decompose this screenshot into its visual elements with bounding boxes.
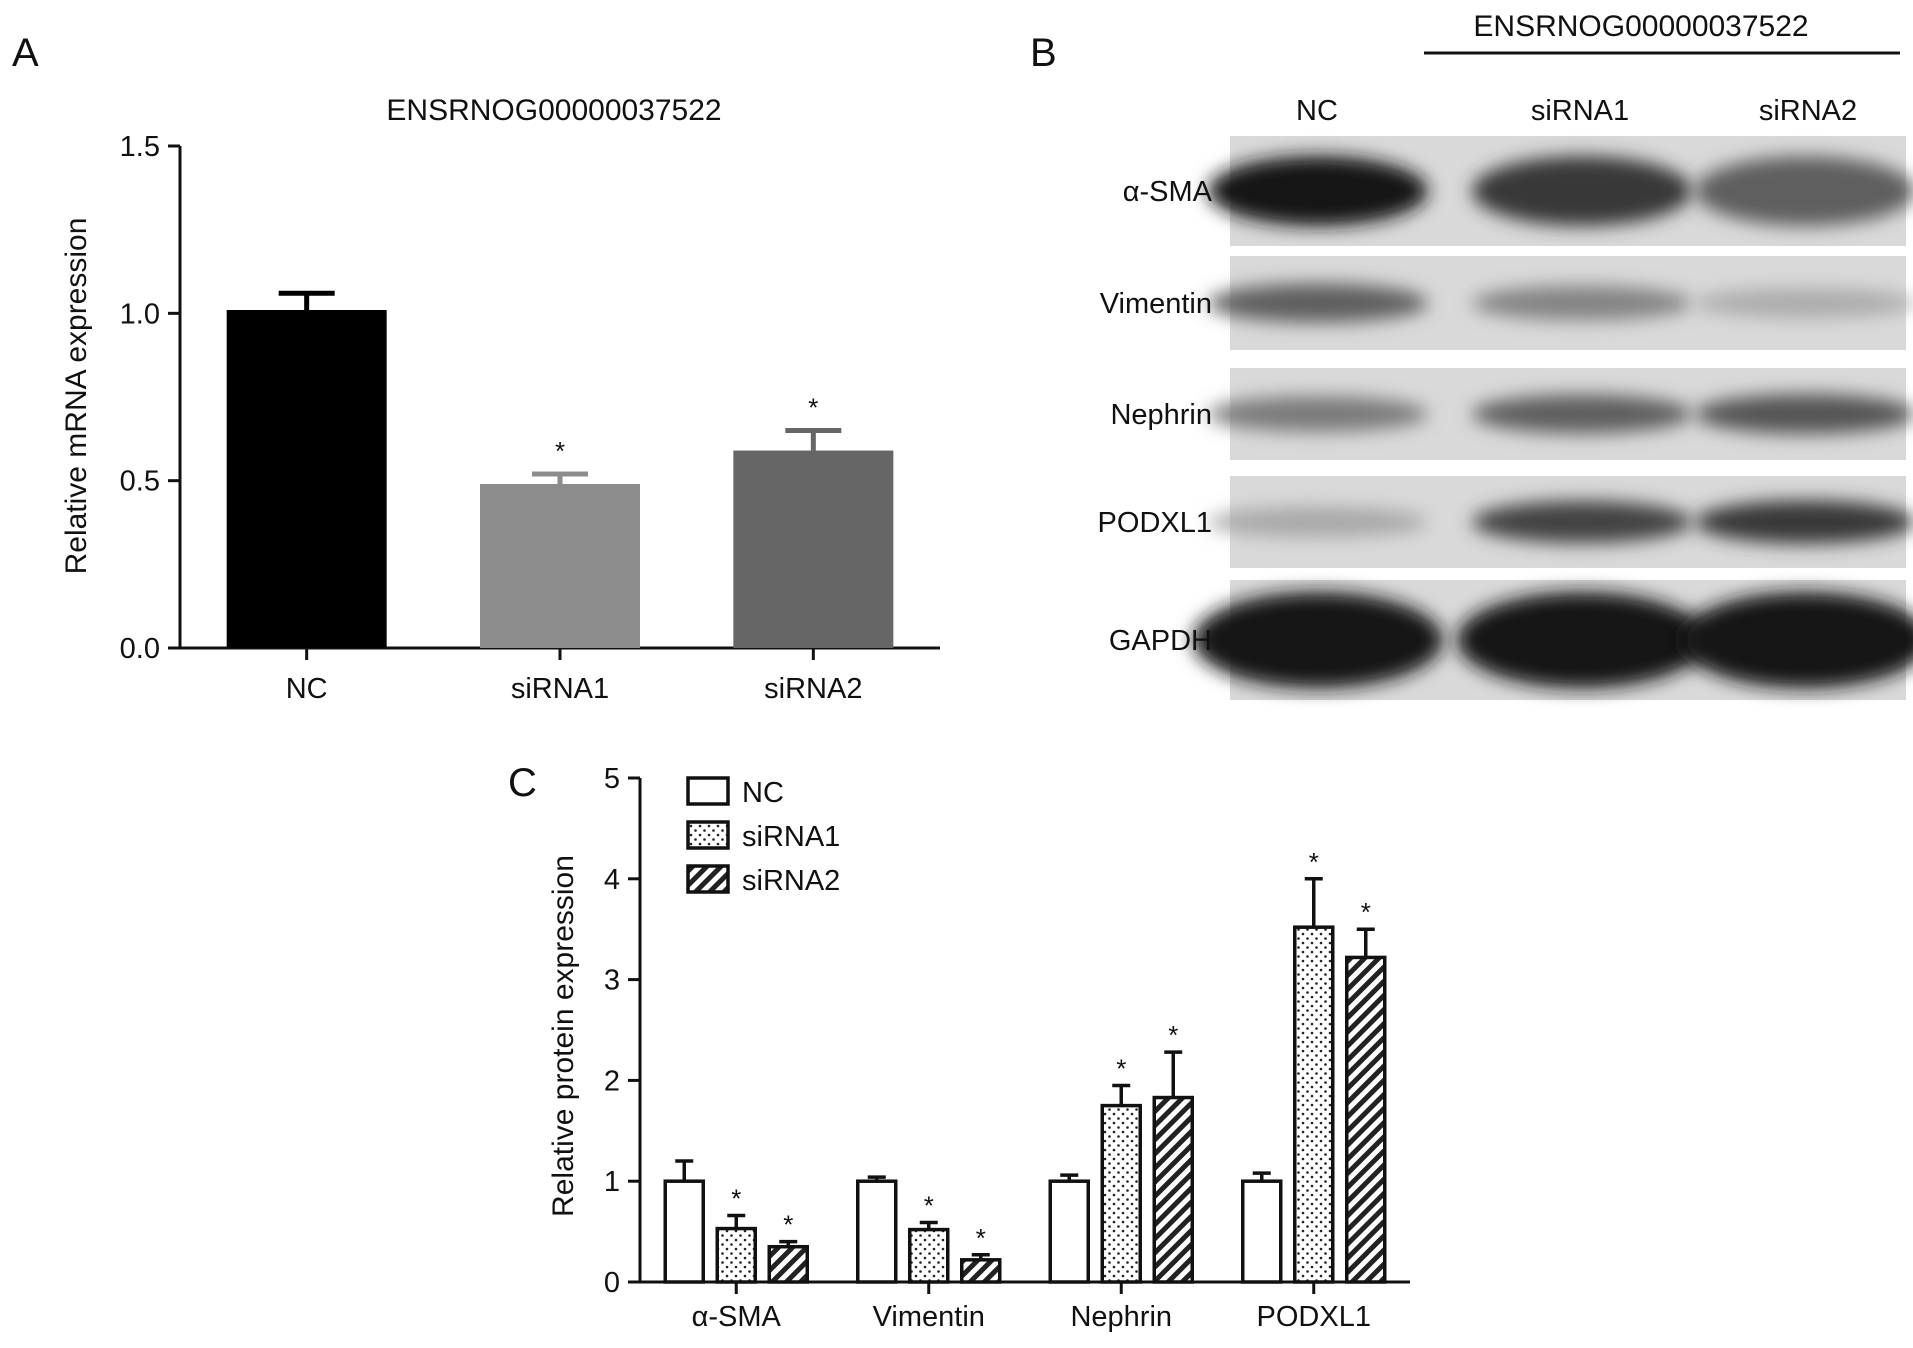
- blot-band: [1695, 156, 1913, 226]
- chart-c-significance: *: [1168, 1020, 1178, 1050]
- chart-a-bar: [733, 450, 894, 648]
- western-blot: ENSRNOG00000037522 NC siRNA1 siRNA2 α-SMA Vi…: [1098, 10, 1913, 700]
- chart-c-ytick-label: 0: [604, 1267, 620, 1299]
- chart-a-category-label: NC: [286, 673, 328, 705]
- chart-c-ytick-label: 1: [604, 1166, 620, 1198]
- blot-band: [1193, 592, 1443, 688]
- chart-c-legend-label: siRNA1: [742, 821, 840, 853]
- chart-c-bar: [856, 1179, 898, 1284]
- blot-band: [1695, 288, 1913, 318]
- chart-c-ytick-label: 3: [604, 965, 620, 997]
- chart-c-bar: [1293, 925, 1335, 1284]
- chart-a-ytick-label: 0.5: [120, 466, 160, 498]
- blot-band: [1208, 506, 1428, 538]
- chart-c-ytick-label: 2: [604, 1065, 620, 1097]
- chart-c-bar: [908, 1227, 950, 1284]
- chart-c: Relative protein expression 0 1 2 3 4 5 * * α-SM…: [547, 763, 1410, 1333]
- panel-letter-c: C: [508, 761, 537, 805]
- chart-a-category-label: siRNA2: [764, 673, 862, 705]
- blot-lane-label: NC: [1296, 95, 1338, 127]
- blot-lane-label: siRNA1: [1531, 95, 1629, 127]
- chart-a-ytick-label: 1.5: [120, 131, 160, 163]
- chart-c-legend-swatch: [686, 864, 730, 894]
- blot-band: [1457, 592, 1707, 688]
- chart-c-significance: *: [1361, 897, 1371, 927]
- chart-c-bar: [1241, 1179, 1283, 1284]
- chart-c-legend-label: siRNA2: [742, 865, 840, 897]
- chart-c-bar: [960, 1258, 1002, 1284]
- chart-c-category-label: α-SMA: [692, 1301, 782, 1333]
- blot-row-label: Vimentin: [1100, 288, 1212, 320]
- blot-band: [1695, 500, 1913, 544]
- chart-a-bar: [480, 484, 640, 648]
- panel-letter-b: B: [1030, 31, 1057, 75]
- chart-c-significance: *: [976, 1223, 986, 1253]
- blot-lane-label: siRNA2: [1759, 95, 1857, 127]
- chart-c-ytick-label: 5: [604, 763, 620, 795]
- chart-a-bar: [226, 309, 387, 648]
- blot-band: [1695, 393, 1913, 435]
- chart-a-category-label: siRNA1: [511, 673, 609, 705]
- chart-c-bar: [1048, 1179, 1090, 1284]
- chart-a: ENSRNOG00000037522 Relative mRNA express…: [60, 94, 940, 705]
- chart-c-bar: [1345, 955, 1387, 1284]
- chart-c-significance: *: [1309, 847, 1319, 877]
- chart-c-ytick-label: 4: [604, 864, 620, 896]
- chart-c-category-label: PODXL1: [1257, 1301, 1371, 1333]
- blot-row-label: GAPDH: [1109, 625, 1212, 657]
- blot-band: [1472, 285, 1692, 321]
- chart-c-category-label: Vimentin: [873, 1301, 985, 1333]
- chart-c-legend-swatch: [686, 820, 730, 850]
- chart-a-significance: *: [555, 436, 565, 466]
- chart-c-significance: *: [783, 1210, 793, 1240]
- chart-c-significance: *: [731, 1183, 741, 1213]
- chart-a-ytick-label: 0.0: [120, 633, 160, 665]
- chart-a-ylabel: Relative mRNA expression: [60, 218, 93, 575]
- chart-a-significance: *: [808, 392, 818, 422]
- blot-band: [1680, 592, 1913, 688]
- chart-c-ylabel: Relative protein expression: [547, 855, 580, 1217]
- blot-row-label: PODXL1: [1098, 507, 1212, 539]
- chart-c-bar: [767, 1244, 809, 1284]
- chart-c-significance: *: [924, 1191, 934, 1221]
- chart-c-bar: [715, 1226, 757, 1284]
- chart-c-legend-label: NC: [742, 777, 784, 809]
- chart-c-category-label: Nephrin: [1070, 1301, 1172, 1333]
- chart-c-legend-swatch: [686, 776, 730, 806]
- blot-group-label: ENSRNOG00000037522: [1473, 10, 1808, 43]
- blot-band: [1472, 394, 1692, 434]
- chart-a-title: ENSRNOG00000037522: [386, 94, 721, 127]
- blot-band: [1472, 500, 1692, 544]
- blot-row-label: Nephrin: [1110, 399, 1212, 431]
- blot-band: [1208, 396, 1428, 432]
- panel-letter-a: A: [12, 31, 39, 75]
- blot-row-label: α-SMA: [1123, 176, 1213, 208]
- chart-c-bar: [1152, 1095, 1194, 1284]
- blot-band: [1208, 283, 1428, 323]
- chart-a-ytick-label: 1.0: [120, 298, 160, 330]
- blot-band: [1472, 156, 1692, 226]
- blot-band: [1208, 156, 1428, 226]
- chart-c-legend: NC siRNA1 siRNA2: [686, 776, 840, 897]
- chart-c-significance: *: [1116, 1053, 1126, 1083]
- chart-c-bar: [1100, 1103, 1142, 1284]
- chart-c-bar: [663, 1179, 705, 1284]
